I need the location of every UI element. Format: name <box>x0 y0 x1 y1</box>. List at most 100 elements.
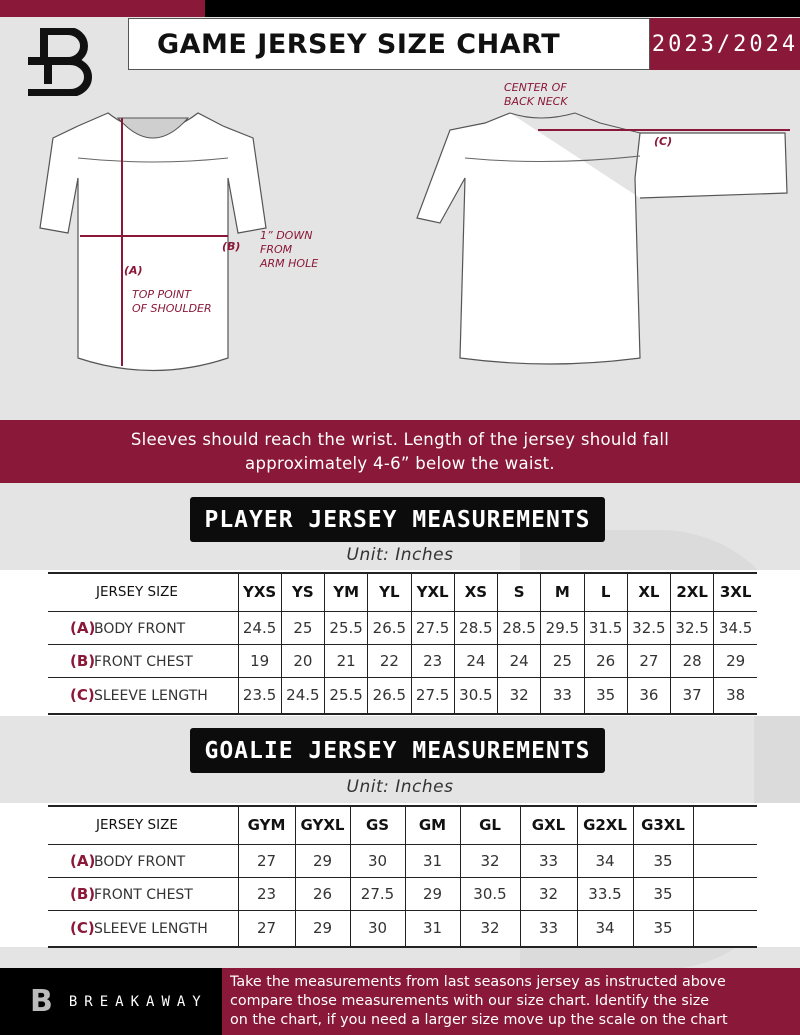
measurement-name: BODY FRONT <box>94 620 186 637</box>
measurement-name: SLEEVE LENGTH <box>94 688 208 705</box>
banner-line: approximately 4-6” below the waist. <box>245 454 555 473</box>
size-header: G2XL <box>576 805 634 845</box>
brand-name: BREAKAWAY <box>68 993 208 1010</box>
measurement-value: 30.5 <box>453 676 499 715</box>
measurement-letter: (A) <box>70 851 96 870</box>
note-line: TOP POINT <box>132 288 191 301</box>
header-row: JERSEY SIZE YXS YS YM YL YXL XS S M L XL 2XL 3XL <box>48 572 757 612</box>
footer-line: on the chart, if you need a larger size … <box>230 1012 728 1028</box>
measurement-value: 29 <box>404 876 461 911</box>
header-row: JERSEY SIZE GYM GYXL GS GM GL GXL G2XL G3XL <box>48 805 757 845</box>
note-line: 1” DOWN <box>260 229 313 242</box>
measurement-value: 21 <box>323 643 369 678</box>
measurement-value: 23 <box>410 643 455 678</box>
size-header <box>692 805 757 845</box>
season-label: 2023/2024 <box>650 18 800 70</box>
table-row: (B)FRONT CHEST 23 26 27.5 29 30.5 32 33.5 35 <box>48 876 757 911</box>
measurement-value: 20 <box>280 643 326 678</box>
size-header: YXS <box>237 572 282 612</box>
measurement-value: 34.5 <box>713 610 757 645</box>
front-jersey-diagram <box>39 112 267 372</box>
measurement-value <box>692 843 757 878</box>
table-row: (C)SLEEVE LENGTH 23.5 24.5 25.5 26.5 27.5 30.5… <box>48 676 757 715</box>
player-heading: PLAYER JERSEY MEASUREMENTS <box>190 497 605 542</box>
measurement-value: 33.5 <box>576 876 634 911</box>
measurement-value: 33 <box>519 843 578 878</box>
arm-hole-note: 1” DOWN FROM ARM HOLE <box>260 229 318 271</box>
measurement-value: 27.5 <box>349 876 406 911</box>
size-header: YL <box>367 572 412 612</box>
measurement-value: 32.5 <box>626 610 672 645</box>
measurement-value: 35 <box>632 843 694 878</box>
note-line: ARM HOLE <box>260 257 319 270</box>
measurement-letter: (B) <box>70 884 96 903</box>
footer-line: Take the measurements from last seasons … <box>230 974 726 990</box>
table-row: (A)BODY FRONT 27 29 30 31 32 33 34 35 <box>48 843 757 878</box>
measurement-value: 24.5 <box>280 676 326 715</box>
banner-line: Sleeves should reach the wrist. Length o… <box>130 430 670 449</box>
size-header: G3XL <box>632 805 694 845</box>
size-header: M <box>540 572 585 612</box>
measurement-letter: (A) <box>70 618 96 637</box>
measurement-value: 26 <box>583 643 628 678</box>
measurement-value: 27 <box>626 643 672 678</box>
measurement-value: 35 <box>583 676 628 715</box>
measurement-value: 23.5 <box>237 676 282 715</box>
shoulder-note: TOP POINT OF SHOULDER <box>132 288 212 316</box>
back-jersey-diagram <box>416 112 790 365</box>
measurement-value: 34 <box>576 909 634 948</box>
measurement-value: 27 <box>237 843 296 878</box>
footer-instructions: Take the measurements from last seasons … <box>222 968 800 1035</box>
measurement-value: 33 <box>540 676 585 715</box>
measurement-name: FRONT CHEST <box>94 886 193 903</box>
measurement-name: SLEEVE LENGTH <box>94 921 208 938</box>
size-header: GS <box>349 805 406 845</box>
measurement-value: 30.5 <box>459 876 521 911</box>
goalie-heading: GOALIE JERSEY MEASUREMENTS <box>190 728 605 773</box>
measurement-letter: (C) <box>70 686 95 705</box>
measurement-value: 37 <box>669 676 715 715</box>
table-row: (A)BODY FRONT 24.5 25 25.5 26.5 27.5 28.5 28.5 2… <box>48 610 757 645</box>
measurement-value: 29 <box>294 909 351 948</box>
measurement-label: (A)BODY FRONT <box>48 843 239 878</box>
measurement-value: 27 <box>237 909 296 948</box>
measurement-label: (C)SLEEVE LENGTH <box>48 909 239 948</box>
measurement-value: 31 <box>404 909 461 948</box>
measurement-value: 35 <box>632 909 694 948</box>
measurement-value <box>692 876 757 911</box>
note-line: FROM <box>260 243 293 256</box>
measurement-value: 24.5 <box>237 610 282 645</box>
measurement-value: 24 <box>496 643 542 678</box>
footer-brand: B BREAKAWAY <box>0 968 222 1035</box>
size-header: 3XL <box>713 572 757 612</box>
measurement-value: 31.5 <box>583 610 628 645</box>
measurement-value: 26 <box>294 876 351 911</box>
measurement-letter: (B) <box>70 651 96 670</box>
measurement-value: 22 <box>367 643 412 678</box>
measurement-value: 38 <box>713 676 757 715</box>
size-header: GYXL <box>294 805 351 845</box>
top-bar <box>205 0 800 17</box>
measurement-value: 23 <box>237 876 296 911</box>
back-neck-note: CENTER OF BACK NECK <box>504 81 568 109</box>
page-title: GAME JERSEY SIZE CHART <box>128 18 650 70</box>
measurement-value: 28.5 <box>453 610 499 645</box>
size-column-label: JERSEY SIZE <box>48 572 239 612</box>
player-size-table: JERSEY SIZE YXS YS YM YL YXL XS S M L XL 2XL 3XL (A)B… <box>48 572 757 715</box>
size-header: GL <box>459 805 521 845</box>
breakaway-logo <box>28 28 92 96</box>
measurement-value: 29 <box>713 643 757 678</box>
goalie-unit: Unit: Inches <box>346 777 454 797</box>
measurement-value: 26.5 <box>367 676 412 715</box>
footer-logo-icon: B <box>30 984 53 1019</box>
measurement-value <box>692 909 757 948</box>
note-line: CENTER OF <box>504 81 567 94</box>
size-header: S <box>496 572 542 612</box>
size-header: YXL <box>410 572 455 612</box>
measurement-value: 25.5 <box>323 610 369 645</box>
measurement-value: 33 <box>519 909 578 948</box>
measurement-name: BODY FRONT <box>94 853 186 870</box>
size-header: YM <box>323 572 369 612</box>
size-header: YS <box>280 572 326 612</box>
measurement-value: 32 <box>459 909 521 948</box>
